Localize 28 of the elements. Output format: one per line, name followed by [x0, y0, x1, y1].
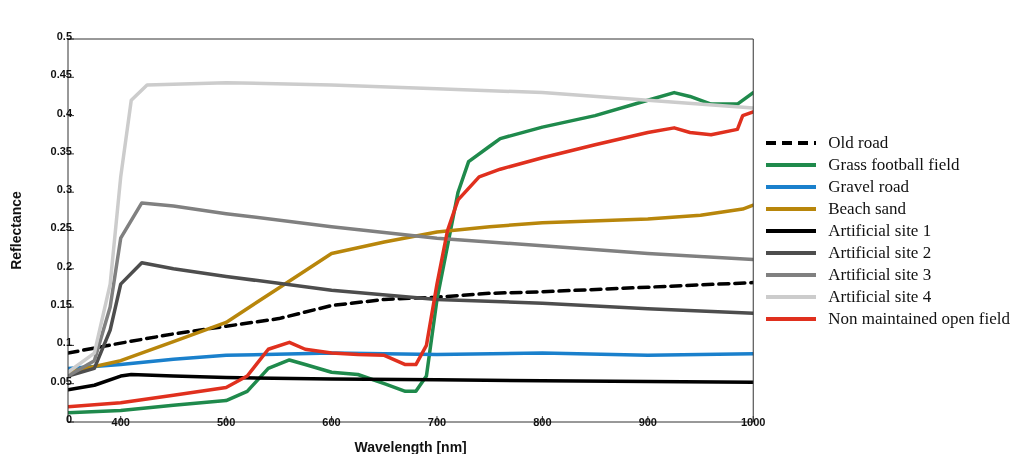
legend-label: Grass football field [828, 154, 960, 176]
legend-label: Gravel road [828, 176, 909, 198]
y-tick-label: 0.15 [50, 298, 72, 311]
y-tick-label: 0.05 [50, 374, 72, 387]
legend-label: Artificial site 3 [828, 264, 932, 286]
legend-label: Non maintained open field [828, 308, 1010, 330]
legend-label: Old road [828, 132, 889, 154]
y-tick-label: 0.4 [56, 106, 73, 119]
legend-label: Beach sand [828, 198, 907, 220]
y-tick-label: 0.35 [50, 144, 72, 157]
y-tick-label: 0.1 [56, 336, 72, 349]
y-tick-label: 0.2 [56, 259, 72, 272]
x-tick-label: 900 [638, 415, 657, 428]
y-tick-label: 0.25 [50, 221, 72, 234]
y-tick-label: 0.3 [56, 183, 72, 196]
x-tick-label: 600 [322, 415, 341, 428]
x-tick-label: 700 [427, 415, 447, 428]
y-tick-label: 0.5 [56, 29, 72, 42]
x-axis-title: Wavelength [nm] [354, 439, 467, 454]
legend-label: Artificial site 4 [828, 286, 932, 308]
x-tick-label: 1000 [740, 415, 766, 428]
y-tick-label: 0.45 [50, 68, 72, 81]
x-tick-label: 800 [533, 415, 552, 428]
legend-label: Artificial site 1 [828, 220, 932, 242]
x-tick-label: 400 [111, 415, 130, 428]
y-axis-title: Reflectance [7, 190, 24, 270]
x-tick-label: 500 [216, 415, 236, 428]
legend-label: Artificial site 2 [828, 242, 932, 264]
